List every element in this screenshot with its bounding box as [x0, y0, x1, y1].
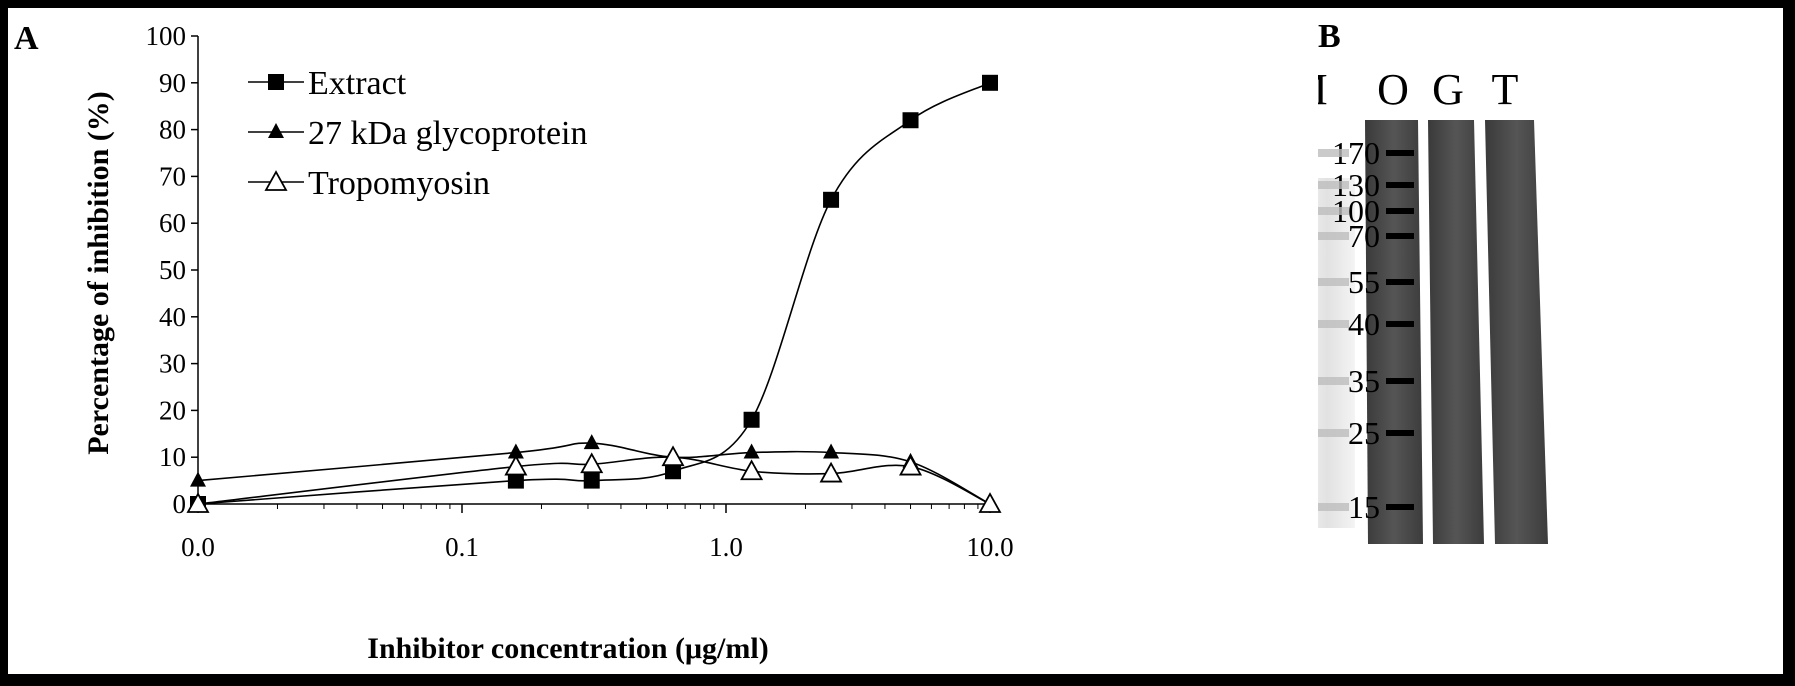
panel-b-label: B — [1318, 18, 1341, 55]
chart-series — [186, 74, 1002, 513]
data-point-2 — [819, 461, 843, 483]
mw-label-55: 55 — [1348, 264, 1380, 300]
y-tick-label: 70 — [159, 161, 186, 191]
data-point-1 — [507, 443, 524, 459]
data-point-2 — [580, 452, 604, 474]
mw-tick-25 — [1386, 430, 1414, 436]
mw-tick-70 — [1386, 233, 1414, 239]
lane-labels: MOGT — [1318, 65, 1519, 114]
mw-label-25: 25 — [1348, 415, 1380, 451]
data-point-1 — [743, 443, 760, 459]
chart-axes: 0 10 20 30 40 50 60 70 80 90 100 0.0 0.1 1.0 10.0 — [146, 21, 1014, 562]
lane-label-m: M — [1318, 65, 1328, 114]
data-point-0 — [507, 472, 524, 489]
x-tick-label: 10.0 — [966, 532, 1013, 562]
data-point-2 — [898, 454, 923, 476]
data-point-2 — [978, 492, 1002, 513]
sample-lane-t — [1485, 120, 1548, 544]
mw-tick-55 — [1386, 279, 1414, 285]
panel-a-label: A — [14, 20, 39, 57]
mw-label-70: 70 — [1348, 218, 1380, 254]
y-axis-title: Percentage of inhibition (%) — [82, 91, 115, 455]
y-tick-label: 0 — [173, 489, 187, 519]
sample-lane-o — [1365, 120, 1423, 544]
marker-band-15 — [1318, 503, 1349, 511]
marker-band-40 — [1318, 320, 1349, 328]
mw-tick-130 — [1386, 182, 1414, 188]
mw-label-15: 15 — [1348, 489, 1380, 525]
mw-tick-35 — [1386, 378, 1414, 384]
mw-label-35: 35 — [1348, 363, 1380, 399]
data-point-2 — [504, 454, 528, 476]
y-tick-label: 30 — [159, 349, 186, 379]
data-point-2 — [661, 445, 685, 467]
chart-legend: Extract 27 kDa glycoprotein Tropomyosin — [248, 65, 588, 202]
legend-marker — [264, 170, 288, 191]
data-point-0 — [982, 74, 998, 91]
mw-label-40: 40 — [1348, 306, 1380, 342]
y-tick-label: 80 — [159, 115, 186, 145]
legend-marker — [268, 123, 284, 138]
figure-frame: A B 0 10 20 30 40 50 60 70 80 90 100 0.0 0.1 1.0 10.0 … — [6, 6, 1785, 676]
data-point-2 — [186, 492, 210, 513]
data-point-2 — [740, 459, 764, 481]
marker-band-170 — [1318, 149, 1349, 157]
mw-tick-170 — [1386, 150, 1414, 156]
lane-label-o: O — [1377, 65, 1409, 114]
legend-label: Tropomyosin — [308, 165, 490, 202]
y-tick-label: 60 — [159, 208, 186, 238]
lane-label-g: G — [1432, 65, 1464, 114]
data-point-0 — [823, 191, 840, 208]
marker-band-100 — [1318, 207, 1349, 215]
y-tick-label: 10 — [159, 442, 186, 472]
data-point-1 — [583, 434, 600, 450]
sample-lane-g — [1428, 120, 1484, 544]
x-tick-label: 1.0 — [709, 532, 743, 562]
y-tick-label: 20 — [159, 395, 186, 425]
data-point-0 — [665, 463, 682, 480]
marker-band-35 — [1318, 377, 1349, 385]
marker-band-70 — [1318, 232, 1349, 240]
marker-band-25 — [1318, 429, 1349, 437]
y-tick-label: 90 — [159, 68, 186, 98]
x-tick-label: 0.0 — [181, 532, 215, 562]
x-axis-title: Inhibitor concentration (μg/ml) — [367, 632, 768, 665]
legend-label: Extract — [308, 65, 407, 102]
legend-label: 27 kDa glycoprotein — [308, 115, 588, 152]
inhibition-chart: 0 10 20 30 40 50 60 70 80 90 100 0.0 0.1 1.0 10.0 Extr… — [82, 21, 1014, 665]
data-point-1 — [823, 443, 840, 459]
lane-label-t: T — [1492, 65, 1519, 114]
mw-tick-15 — [1386, 504, 1414, 510]
y-tick-label: 50 — [159, 255, 186, 285]
data-point-0 — [583, 472, 600, 489]
y-tick-label: 100 — [146, 21, 187, 51]
mw-tick-100 — [1386, 208, 1414, 214]
data-point-1 — [190, 471, 206, 487]
y-tick-label: 40 — [159, 302, 186, 332]
x-tick-label: 0.1 — [445, 532, 479, 562]
marker-band-55 — [1318, 278, 1349, 286]
legend-marker — [268, 74, 284, 90]
marker-band-130 — [1318, 181, 1349, 189]
data-point-0 — [743, 411, 760, 428]
mw-tick-40 — [1386, 321, 1414, 327]
data-point-0 — [902, 112, 919, 129]
